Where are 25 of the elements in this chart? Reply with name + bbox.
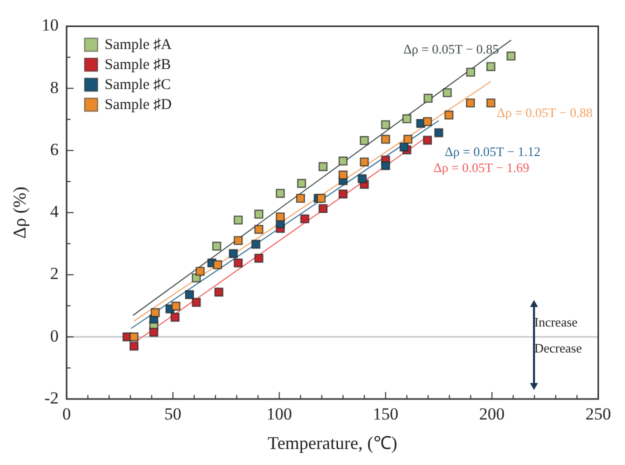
annotation: Increase xyxy=(534,314,578,330)
y-axis-title: Δρ (%) xyxy=(10,186,30,239)
x-tick-label: 0 xyxy=(62,404,71,424)
x-tick-label: 200 xyxy=(479,404,505,424)
y-tick-label: -2 xyxy=(44,388,59,408)
x-tick-label: 250 xyxy=(586,404,611,424)
annotation: Decrease xyxy=(534,340,582,356)
annotation: Δρ = 0.05T − 1.69 xyxy=(433,160,530,175)
y-tick-label: 4 xyxy=(50,202,60,222)
legend-label: Sample ♯B xyxy=(104,57,171,74)
annotation: Δρ = 0.05T − 0.88 xyxy=(496,104,593,120)
y-tick-label: 10 xyxy=(42,16,59,35)
legend-label: Sample ♯C xyxy=(104,77,171,94)
annotation: Δρ = 0.05T − 1.12 xyxy=(444,144,540,160)
annotation: Δρ = 0.05T − 0.85 xyxy=(403,42,500,57)
y-tick-label: 6 xyxy=(50,140,59,159)
x-tick-label: 100 xyxy=(266,404,292,424)
y-tick-label: 8 xyxy=(50,78,59,97)
x-axis-title: Temperature, (℃) xyxy=(268,432,398,453)
legend-label: Sample ♯D xyxy=(104,97,172,114)
x-tick-label: 50 xyxy=(164,404,182,424)
y-tick-label: 2 xyxy=(50,264,59,284)
legend-label: Sample ♯A xyxy=(104,37,172,54)
x-tick-label: 150 xyxy=(372,404,398,424)
y-tick-label: 0 xyxy=(50,326,59,346)
